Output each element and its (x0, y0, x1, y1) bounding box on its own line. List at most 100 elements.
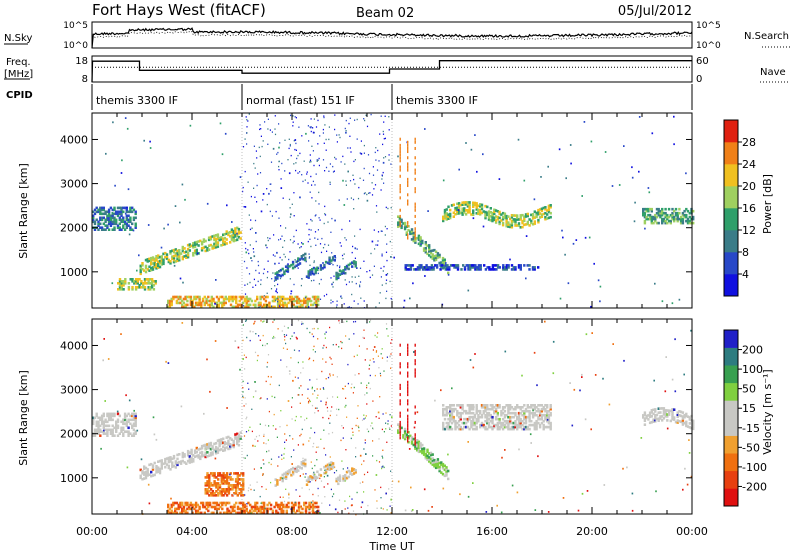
noise-dot (380, 353, 382, 355)
data-cell (475, 427, 478, 431)
data-cell (167, 511, 170, 515)
data-cell (426, 252, 429, 256)
data-cell (477, 419, 480, 423)
data-cell (516, 216, 519, 219)
noise-dot (264, 424, 267, 427)
data-cell (118, 284, 122, 287)
data-cell (92, 418, 95, 422)
velocity-colorbar-swatch (724, 365, 738, 384)
data-cell (434, 460, 438, 464)
noise-dot (633, 220, 636, 223)
data-cell (242, 511, 245, 515)
data-cell (426, 454, 429, 458)
noise-dot (552, 340, 555, 343)
data-cell (113, 412, 116, 416)
noise-dot (367, 504, 369, 507)
data-cell (120, 220, 123, 224)
data-cell (540, 409, 544, 413)
data-cell (229, 241, 232, 244)
data-cell (397, 423, 400, 426)
data-cell (340, 270, 343, 273)
noise-dot (329, 181, 331, 183)
data-cell (220, 488, 223, 491)
data-cell (142, 286, 145, 289)
data-cell (233, 295, 236, 299)
data-cell (449, 404, 452, 407)
noise-dot (297, 319, 300, 322)
data-cell (154, 282, 157, 285)
data-cell (445, 413, 448, 417)
noise-dot (244, 494, 246, 496)
noise-dot (357, 425, 359, 427)
noise-dot (239, 368, 241, 371)
data-cell (657, 211, 660, 215)
data-cell (500, 409, 503, 413)
data-cell (296, 301, 299, 305)
data-cell (304, 511, 308, 515)
data-cell (211, 484, 214, 487)
data-cell (99, 226, 102, 229)
data-cell (507, 425, 510, 429)
data-cell (416, 266, 420, 269)
data-cell (164, 465, 167, 469)
data-cell (526, 212, 529, 216)
data-cell (447, 411, 450, 415)
noise-dot (283, 453, 285, 455)
data-cell (146, 258, 149, 261)
data-cell (484, 413, 487, 417)
data-cell (295, 466, 298, 470)
data-cell (259, 303, 262, 307)
noise-dot (276, 251, 278, 254)
noise-dot (351, 498, 353, 500)
data-cell (517, 419, 521, 423)
noise-dot (378, 438, 380, 440)
noise-dot (353, 300, 355, 302)
data-cell (676, 413, 679, 416)
data-cell (486, 427, 489, 431)
noise-dot (189, 124, 192, 127)
data-cell (315, 301, 318, 305)
noise-dot (293, 349, 296, 351)
noise-dot (347, 507, 349, 509)
noise-dot (355, 456, 357, 458)
noise-dot (128, 233, 131, 236)
data-cell (317, 511, 320, 515)
data-cell (428, 452, 431, 455)
noise-dot (386, 228, 388, 230)
noise-dot (348, 338, 350, 340)
data-cell (278, 503, 281, 507)
data-cell (544, 409, 547, 413)
data-cell (486, 417, 489, 421)
data-cell (521, 409, 524, 413)
noise-dot (567, 282, 570, 285)
noise-dot (242, 395, 244, 397)
noise-dot (359, 284, 361, 286)
data-cell (297, 501, 301, 505)
data-cell (486, 415, 489, 419)
streak-dot (414, 405, 416, 409)
data-cell (144, 264, 148, 268)
noise-dot (457, 209, 460, 211)
data-cell (685, 414, 688, 418)
noise-dot (269, 237, 271, 240)
data-cell (146, 260, 149, 263)
data-cell (436, 460, 440, 463)
data-cell (528, 419, 531, 423)
data-cell (205, 299, 208, 303)
data-cell (232, 233, 235, 237)
data-cell (210, 297, 213, 301)
data-cell (97, 220, 100, 224)
data-cell (304, 301, 308, 305)
data-cell (479, 415, 482, 419)
noise-dot (266, 361, 269, 364)
noise-dot (278, 169, 280, 171)
noise-dot (301, 135, 303, 137)
data-cell (416, 442, 419, 446)
noise-dot (332, 286, 334, 288)
noise-dot (308, 358, 310, 361)
data-cell (123, 412, 127, 416)
data-cell (445, 472, 448, 475)
noise-dot (255, 150, 257, 152)
data-cell (97, 422, 100, 426)
data-cell (681, 423, 685, 426)
